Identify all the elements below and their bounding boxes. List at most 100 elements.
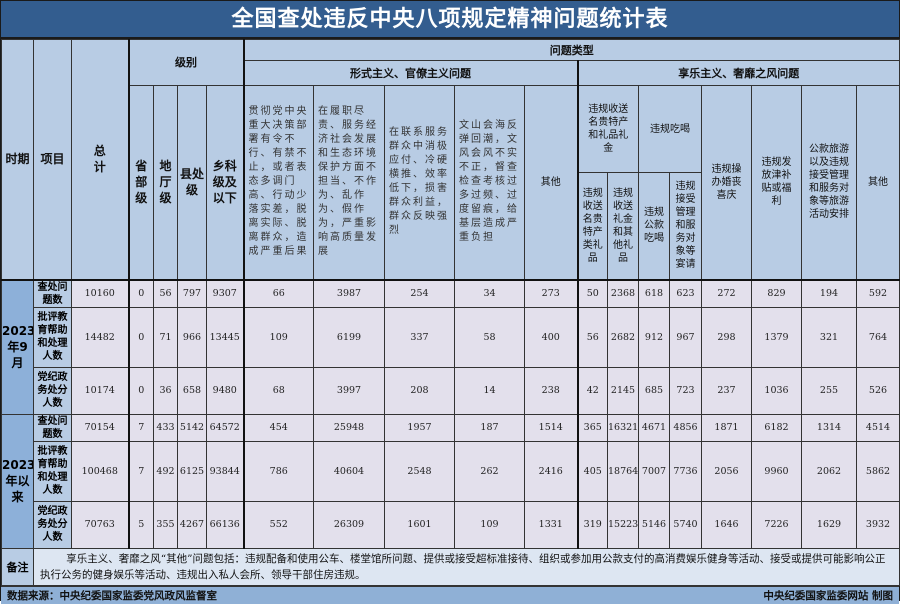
value-cell: 10160 bbox=[71, 279, 129, 308]
value-cell: 2548 bbox=[384, 440, 455, 502]
header-subsidies: 违规发放津补贴或福利 bbox=[751, 85, 802, 280]
value-cell: 109 bbox=[454, 500, 525, 549]
value-cell: 1629 bbox=[801, 500, 857, 549]
header-formalism-duties: 在履职尽责、服务经济社会发展和生态环境保护方面不担当、不作为、乱作为、假作为，严… bbox=[313, 85, 385, 280]
header-hedonism-other: 其他 bbox=[856, 85, 900, 280]
row-item-label: 查处问题数 bbox=[33, 279, 72, 308]
header-level-township: 乡科级及以下 bbox=[206, 85, 244, 280]
table-row: 批评教育帮助和处理人数 14482 0 71 966 13445 109 6199 337 58 4… bbox=[2, 306, 900, 368]
value-cell: 592 bbox=[856, 279, 900, 308]
value-cell: 273 bbox=[524, 279, 578, 308]
value-cell: 2416 bbox=[524, 440, 578, 502]
value-cell: 967 bbox=[669, 306, 702, 368]
period-label: 2023年9月 bbox=[1, 279, 34, 415]
stats-table: 时期 项目 总计 级别 问题类型 形式主义、官僚主义问题 享乐主义、奢靡之风问题… bbox=[1, 39, 900, 586]
value-cell: 6125 bbox=[177, 440, 207, 502]
value-cell: 1514 bbox=[524, 413, 578, 442]
value-cell: 365 bbox=[576, 413, 608, 442]
value-cell: 109 bbox=[242, 306, 314, 368]
value-cell: 16321 bbox=[607, 413, 639, 442]
header-dining-public-funds: 违规公款吃喝 bbox=[638, 172, 670, 280]
value-cell: 786 bbox=[242, 440, 314, 502]
value-cell: 2682 bbox=[607, 306, 639, 368]
table-row: 2023年以来 查处问题数 70154 7 433 5142 64572 454 25948 19… bbox=[1, 413, 900, 549]
value-cell: 3932 bbox=[856, 500, 900, 549]
value-cell: 255 bbox=[801, 366, 857, 415]
value-cell: 1379 bbox=[751, 306, 802, 368]
value-cell: 5740 bbox=[669, 500, 702, 549]
value-cell: 237 bbox=[701, 366, 752, 415]
value-cell: 26309 bbox=[313, 500, 385, 549]
value-cell: 7736 bbox=[669, 440, 702, 502]
value-cell: 618 bbox=[638, 279, 670, 308]
value-cell: 797 bbox=[177, 279, 207, 308]
value-cell: 764 bbox=[856, 306, 900, 368]
value-cell: 71 bbox=[153, 306, 178, 368]
value-cell: 723 bbox=[669, 366, 702, 415]
row-item-label: 党纪政务处分人数 bbox=[33, 500, 72, 549]
header-formalism-meetings: 文山会海反弹回潮，文风会风不实不正，督查检查考核过多过频、过度留痕，给基层造成严… bbox=[454, 85, 525, 280]
value-cell: 272 bbox=[701, 279, 752, 308]
note-label: 备注 bbox=[1, 547, 34, 586]
value-cell: 623 bbox=[669, 279, 702, 308]
value-cell: 1601 bbox=[384, 500, 455, 549]
value-cell: 7226 bbox=[751, 500, 802, 549]
value-cell: 9960 bbox=[751, 440, 802, 502]
table-row: 党纪政务处分人数 10174 0 36 658 9480 68 3997 208 14 238 42 2… bbox=[2, 366, 900, 415]
value-cell: 254 bbox=[384, 279, 455, 308]
value-cell: 68 bbox=[242, 366, 314, 415]
value-cell: 14 bbox=[454, 366, 525, 415]
value-cell: 2056 bbox=[701, 440, 752, 502]
value-cell: 58 bbox=[454, 306, 525, 368]
value-cell: 7007 bbox=[638, 440, 670, 502]
value-cell: 7 bbox=[127, 440, 154, 502]
value-cell: 187 bbox=[454, 413, 525, 442]
value-cell: 337 bbox=[384, 306, 455, 368]
header-weddings: 违规操办婚丧喜庆 bbox=[701, 85, 752, 280]
value-cell: 10174 bbox=[71, 366, 129, 415]
value-cell: 70763 bbox=[71, 500, 129, 549]
value-cell: 6199 bbox=[313, 306, 385, 368]
header-period: 时期 bbox=[1, 39, 34, 280]
value-cell: 4514 bbox=[856, 413, 900, 442]
value-cell: 552 bbox=[242, 500, 314, 549]
data-source: 数据来源：中央纪委国家监委党风政风监督室 bbox=[7, 589, 217, 602]
value-cell: 454 bbox=[242, 413, 314, 442]
row-item-label: 批评教育帮助和处理人数 bbox=[33, 306, 72, 368]
value-cell: 3997 bbox=[313, 366, 385, 415]
header-dining: 违规吃喝 bbox=[638, 85, 702, 173]
value-cell: 4856 bbox=[669, 413, 702, 442]
value-cell: 492 bbox=[153, 440, 178, 502]
value-cell: 1871 bbox=[701, 413, 752, 442]
header-total: 总计 bbox=[71, 39, 129, 280]
header-level: 级别 bbox=[127, 39, 244, 86]
period-label: 2023年以来 bbox=[1, 413, 34, 549]
value-cell: 2368 bbox=[607, 279, 639, 308]
header-formalism-other: 其他 bbox=[524, 85, 578, 280]
value-cell: 9307 bbox=[206, 279, 244, 308]
value-cell: 355 bbox=[153, 500, 178, 549]
header-level-provincial: 省部级 bbox=[127, 85, 154, 280]
value-cell: 298 bbox=[701, 306, 752, 368]
value-cell: 18764 bbox=[607, 440, 639, 502]
header-formalism: 形式主义、官僚主义问题 bbox=[242, 60, 578, 86]
value-cell: 66136 bbox=[206, 500, 244, 549]
value-cell: 400 bbox=[524, 306, 578, 368]
value-cell: 40604 bbox=[313, 440, 385, 502]
value-cell: 25948 bbox=[313, 413, 385, 442]
value-cell: 50 bbox=[576, 279, 608, 308]
value-cell: 2145 bbox=[607, 366, 639, 415]
value-cell: 3987 bbox=[313, 279, 385, 308]
value-cell: 5862 bbox=[856, 440, 900, 502]
value-cell: 4267 bbox=[177, 500, 207, 549]
value-cell: 6182 bbox=[751, 413, 802, 442]
value-cell: 319 bbox=[576, 500, 608, 549]
value-cell: 14482 bbox=[71, 306, 129, 368]
footer: 数据来源：中央纪委国家监委党风政风监督室 中央纪委国家监委网站 制图 bbox=[1, 585, 899, 604]
header-dining-banquets: 违规接受管理和服务对象等宴请 bbox=[669, 172, 702, 280]
value-cell: 433 bbox=[153, 413, 178, 442]
header-gifts-specialty: 违规收送名贵特产类礼品 bbox=[576, 172, 608, 280]
value-cell: 1036 bbox=[751, 366, 802, 415]
value-cell: 100468 bbox=[71, 440, 129, 502]
value-cell: 0 bbox=[127, 306, 154, 368]
